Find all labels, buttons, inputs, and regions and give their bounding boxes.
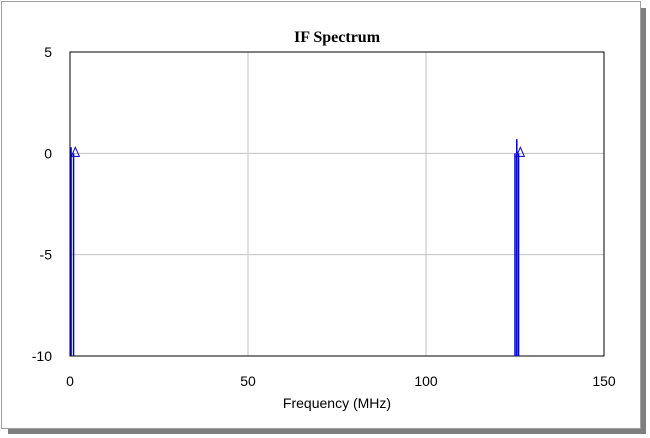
x-tick-label: 100 — [414, 373, 438, 389]
window-shadow-right — [641, 8, 646, 434]
triangle-marker — [70, 146, 81, 157]
x-tick-label: 150 — [592, 373, 616, 389]
y-tick-label: -5 — [40, 247, 53, 263]
series-markers — [70, 146, 526, 157]
plot-area — [69, 51, 605, 357]
window-shadow-bottom — [8, 429, 646, 434]
y-tick-label: 0 — [44, 145, 52, 161]
grid-lines — [70, 52, 604, 356]
y-tick-label: -10 — [32, 348, 52, 364]
series-stems — [70, 139, 520, 356]
x-axis-label: Frequency (MHz) — [283, 395, 391, 411]
y-axis-ticks: 5 0 -5 -10 — [32, 44, 52, 364]
x-tick-label: 50 — [240, 373, 256, 389]
chart-title: IF Spectrum — [294, 29, 381, 46]
x-axis-ticks: 0 50 100 150 — [66, 373, 616, 389]
triangle-marker — [515, 146, 526, 157]
y-tick-label: 5 — [44, 44, 52, 60]
x-tick-label: 0 — [66, 373, 74, 389]
chart-panel — [1, 1, 641, 429]
